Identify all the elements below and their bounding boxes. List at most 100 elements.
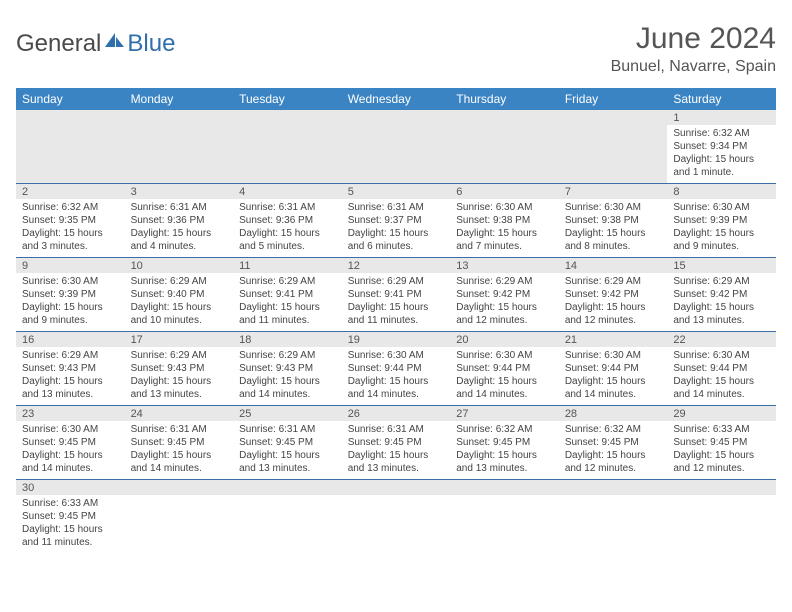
day-number-row: 23242526272829 <box>16 406 776 422</box>
day-number-cell: 2 <box>16 184 125 200</box>
cell-line-ss: Sunset: 9:44 PM <box>673 362 770 375</box>
day-detail-cell: Sunrise: 6:29 AMSunset: 9:42 PMDaylight:… <box>450 273 559 332</box>
cell-line-d2: and 14 minutes. <box>131 462 228 475</box>
day-detail-cell <box>559 125 668 184</box>
day-detail-cell: Sunrise: 6:32 AMSunset: 9:45 PMDaylight:… <box>559 421 668 480</box>
weekday-header: Monday <box>125 88 234 110</box>
day-detail-cell: Sunrise: 6:29 AMSunset: 9:43 PMDaylight:… <box>233 347 342 406</box>
cell-line-d1: Daylight: 15 hours <box>456 301 553 314</box>
day-number-cell <box>125 480 234 496</box>
day-number-cell <box>342 480 451 496</box>
cell-line-ss: Sunset: 9:41 PM <box>348 288 445 301</box>
title-block: June 2024 Bunuel, Navarre, Spain <box>611 22 776 76</box>
day-detail-cell <box>450 495 559 553</box>
cell-line-d2: and 11 minutes. <box>348 314 445 327</box>
day-detail-cell: Sunrise: 6:30 AMSunset: 9:38 PMDaylight:… <box>559 199 668 258</box>
day-number-cell: 26 <box>342 406 451 422</box>
day-number-cell: 25 <box>233 406 342 422</box>
calendar-page: General Blue June 2024 Bunuel, Navarre, … <box>0 0 792 565</box>
brand-logo: General Blue <box>16 22 175 58</box>
cell-line-ss: Sunset: 9:36 PM <box>239 214 336 227</box>
cell-line-ss: Sunset: 9:41 PM <box>239 288 336 301</box>
cell-line-d2: and 3 minutes. <box>22 240 119 253</box>
cell-line-ss: Sunset: 9:45 PM <box>673 436 770 449</box>
weekday-header: Saturday <box>667 88 776 110</box>
day-detail-cell <box>125 125 234 184</box>
day-detail-cell <box>125 495 234 553</box>
cell-line-d2: and 11 minutes. <box>22 536 119 549</box>
cell-line-sr: Sunrise: 6:29 AM <box>131 275 228 288</box>
day-number-cell <box>125 110 234 125</box>
day-number-cell: 12 <box>342 258 451 274</box>
cell-line-d2: and 12 minutes. <box>565 462 662 475</box>
cell-line-ss: Sunset: 9:42 PM <box>456 288 553 301</box>
day-detail-cell <box>342 495 451 553</box>
cell-line-d1: Daylight: 15 hours <box>348 301 445 314</box>
day-number-cell <box>342 110 451 125</box>
cell-line-ss: Sunset: 9:37 PM <box>348 214 445 227</box>
cell-line-d1: Daylight: 15 hours <box>456 449 553 462</box>
cell-line-ss: Sunset: 9:36 PM <box>131 214 228 227</box>
day-detail-cell: Sunrise: 6:30 AMSunset: 9:44 PMDaylight:… <box>450 347 559 406</box>
cell-line-ss: Sunset: 9:45 PM <box>22 436 119 449</box>
cell-line-d2: and 14 minutes. <box>22 462 119 475</box>
cell-line-d1: Daylight: 15 hours <box>239 301 336 314</box>
day-number-cell: 28 <box>559 406 668 422</box>
day-detail-cell <box>559 495 668 553</box>
cell-line-ss: Sunset: 9:34 PM <box>673 140 770 153</box>
day-number-cell: 21 <box>559 332 668 348</box>
cell-line-d2: and 14 minutes. <box>565 388 662 401</box>
cell-line-d1: Daylight: 15 hours <box>348 449 445 462</box>
cell-line-sr: Sunrise: 6:29 AM <box>673 275 770 288</box>
day-detail-cell: Sunrise: 6:29 AMSunset: 9:41 PMDaylight:… <box>233 273 342 332</box>
day-number-cell: 22 <box>667 332 776 348</box>
cell-line-ss: Sunset: 9:43 PM <box>131 362 228 375</box>
day-number-cell: 15 <box>667 258 776 274</box>
cell-line-d2: and 13 minutes. <box>22 388 119 401</box>
cell-line-d1: Daylight: 15 hours <box>565 227 662 240</box>
cell-line-ss: Sunset: 9:45 PM <box>348 436 445 449</box>
weekday-header: Tuesday <box>233 88 342 110</box>
cell-line-d1: Daylight: 15 hours <box>565 301 662 314</box>
cell-line-d2: and 12 minutes. <box>673 462 770 475</box>
cell-line-sr: Sunrise: 6:33 AM <box>673 423 770 436</box>
day-number-row: 30 <box>16 480 776 496</box>
day-detail-cell <box>342 125 451 184</box>
day-number-cell <box>450 480 559 496</box>
day-number-cell: 29 <box>667 406 776 422</box>
cell-line-ss: Sunset: 9:38 PM <box>565 214 662 227</box>
cell-line-ss: Sunset: 9:39 PM <box>673 214 770 227</box>
cell-line-d2: and 4 minutes. <box>131 240 228 253</box>
weekday-header: Friday <box>559 88 668 110</box>
day-number-cell <box>667 480 776 496</box>
day-number-cell: 24 <box>125 406 234 422</box>
day-detail-cell: Sunrise: 6:29 AMSunset: 9:40 PMDaylight:… <box>125 273 234 332</box>
cell-line-d1: Daylight: 15 hours <box>673 449 770 462</box>
day-number-row: 2345678 <box>16 184 776 200</box>
cell-line-d1: Daylight: 15 hours <box>131 375 228 388</box>
cell-line-sr: Sunrise: 6:30 AM <box>673 349 770 362</box>
cell-line-d1: Daylight: 15 hours <box>565 375 662 388</box>
cell-line-d2: and 13 minutes. <box>348 462 445 475</box>
cell-line-d2: and 13 minutes. <box>239 462 336 475</box>
cell-line-d1: Daylight: 15 hours <box>565 449 662 462</box>
cell-line-d1: Daylight: 15 hours <box>22 227 119 240</box>
cell-line-sr: Sunrise: 6:30 AM <box>22 275 119 288</box>
brand-part2: Blue <box>127 30 175 58</box>
cell-line-d2: and 14 minutes. <box>239 388 336 401</box>
cell-line-d2: and 12 minutes. <box>456 314 553 327</box>
cell-line-d2: and 14 minutes. <box>348 388 445 401</box>
cell-line-d2: and 6 minutes. <box>348 240 445 253</box>
day-detail-cell <box>667 495 776 553</box>
cell-line-sr: Sunrise: 6:30 AM <box>348 349 445 362</box>
cell-line-ss: Sunset: 9:45 PM <box>239 436 336 449</box>
day-number-cell: 18 <box>233 332 342 348</box>
cell-line-ss: Sunset: 9:35 PM <box>22 214 119 227</box>
day-detail-cell: Sunrise: 6:30 AMSunset: 9:44 PMDaylight:… <box>559 347 668 406</box>
day-detail-cell: Sunrise: 6:29 AMSunset: 9:43 PMDaylight:… <box>125 347 234 406</box>
day-detail-cell: Sunrise: 6:33 AMSunset: 9:45 PMDaylight:… <box>16 495 125 553</box>
day-number-cell: 13 <box>450 258 559 274</box>
day-number-cell <box>233 480 342 496</box>
cell-line-sr: Sunrise: 6:30 AM <box>456 201 553 214</box>
day-number-cell <box>233 110 342 125</box>
